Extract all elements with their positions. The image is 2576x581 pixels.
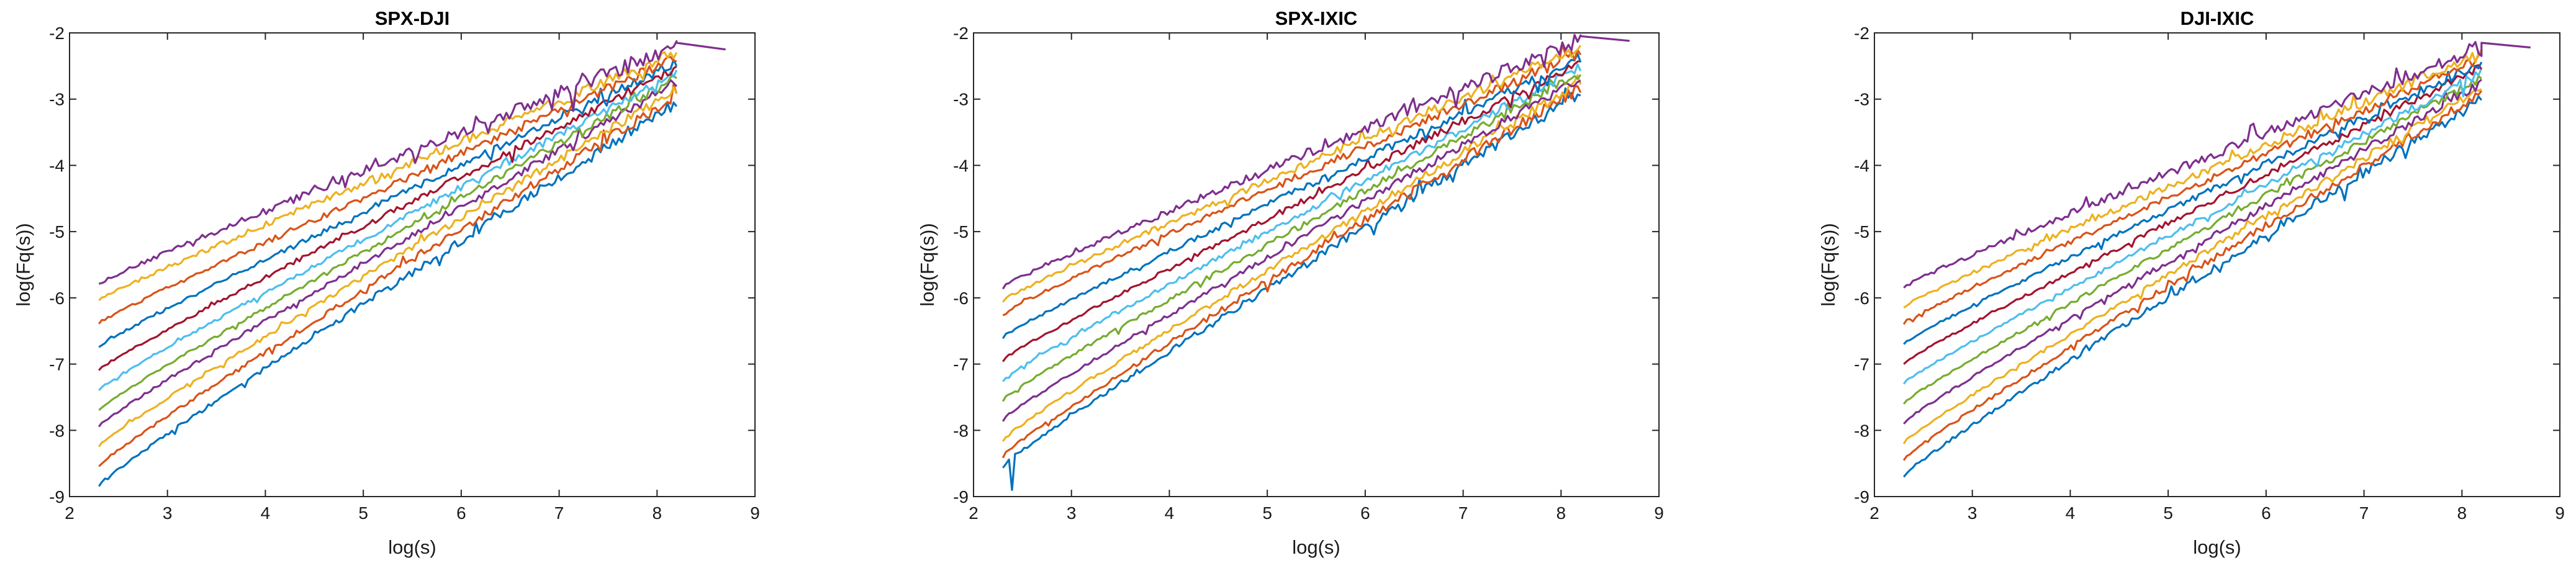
series-line-1	[97, 101, 678, 487]
series-line-10	[1903, 49, 2483, 309]
chart-title: DJI-IXIC	[2181, 7, 2254, 29]
y-tick-label: -9	[1854, 487, 1869, 507]
x-tick-label: 4	[2066, 503, 2076, 523]
y-tick-label: -7	[49, 355, 65, 374]
chart-panel-1: SPX-DJI 2 3 4 5 6 7 8 9 -9 -8 -7 -6 -5 -4 -3 -2 log(s) log…	[12, 7, 760, 558]
y-tick-label: -9	[953, 487, 969, 507]
x-tick-label: 3	[1067, 503, 1077, 523]
y-tick-label: -8	[49, 421, 65, 440]
chart-title: SPX-DJI	[375, 7, 450, 29]
series-line-7	[1903, 64, 2483, 365]
y-tick-label: -4	[953, 156, 969, 175]
x-tick-label: 2	[1869, 503, 1879, 523]
chart-panel-2: SPX-IXIC 2 3 4 5 6 7 8 9 -9 -8 -7 -6 -5 -4 -3 -2 log(s) lo…	[916, 7, 1664, 558]
series-line-1	[1903, 95, 2483, 478]
series-line-8	[1001, 53, 1582, 340]
x-axis-label: log(s)	[2193, 536, 2241, 558]
series-line-2	[1902, 90, 2483, 461]
series-line-2	[98, 83, 678, 467]
chart-title: SPX-IXIC	[1275, 7, 1358, 29]
x-tick-label: 4	[1165, 503, 1175, 523]
series-line-6	[1002, 63, 1582, 382]
y-tick-label: -3	[953, 90, 969, 109]
y-axis-label: log(Fq(s))	[916, 223, 938, 306]
y-tick-label: -6	[953, 289, 969, 308]
x-tick-label: 7	[554, 503, 564, 523]
y-tick-label: -3	[1854, 90, 1869, 109]
x-tick-label: 3	[163, 503, 173, 523]
y-axis-label: log(Fq(s))	[12, 223, 34, 306]
series-line-10	[98, 51, 678, 302]
x-tick-label: 7	[1458, 503, 1468, 523]
series-line-9	[98, 56, 677, 325]
x-tick-label: 6	[456, 503, 466, 523]
y-tick-label: -2	[1854, 24, 1869, 43]
x-tick-label: 9	[2555, 503, 2565, 523]
series-line-5	[1001, 74, 1582, 402]
y-tick-label: -8	[953, 421, 969, 440]
x-tick-label: 9	[750, 503, 760, 523]
series-line-8	[98, 58, 678, 348]
series-line-1	[1002, 87, 1581, 491]
series-line-11	[1001, 34, 1630, 290]
y-tick-label: -5	[49, 222, 65, 241]
y-tick-label: -4	[49, 156, 65, 175]
x-axis-label: log(s)	[388, 536, 436, 558]
y-tick-label: -4	[1854, 156, 1869, 175]
series-line-10	[1002, 45, 1582, 303]
y-tick-label: -5	[953, 222, 969, 241]
x-tick-label: 8	[2457, 503, 2467, 523]
x-tick-label: 9	[1654, 503, 1664, 523]
y-tick-label: -3	[49, 90, 65, 109]
y-tick-label: -7	[953, 355, 969, 374]
y-axis-label: log(Fq(s))	[1817, 223, 1839, 306]
y-tick-label: -2	[953, 24, 969, 43]
x-tick-label: 6	[1360, 503, 1370, 523]
series-line-11	[98, 40, 726, 285]
x-tick-label: 2	[969, 503, 978, 523]
series-line-4	[1001, 79, 1581, 422]
series-line-9	[1902, 52, 2482, 325]
series-line-4	[1903, 78, 2482, 425]
series-line-3	[1902, 88, 2482, 444]
y-tick-label: -9	[49, 487, 65, 507]
series-line-6	[1903, 68, 2483, 385]
y-tick-label: -8	[1854, 421, 1869, 440]
series-line-7	[1002, 60, 1581, 363]
plot-area	[973, 32, 1660, 497]
series-line-7	[98, 65, 677, 371]
y-tick-label: -6	[49, 289, 65, 308]
x-tick-label: 5	[1262, 503, 1272, 523]
x-tick-label: 8	[1556, 503, 1566, 523]
series-line-6	[98, 70, 678, 391]
series-line-11	[1903, 41, 2531, 289]
plot-area	[69, 32, 756, 497]
x-tick-label: 3	[1968, 503, 1977, 523]
chart-panel-3: DJI-IXIC 2 3 4 5 6 7 8 9 -9 -8 -7 -6 -5 -4 -3 -2 log(s) lo…	[1817, 7, 2565, 558]
x-tick-label: 6	[2261, 503, 2271, 523]
x-tick-label: 5	[2163, 503, 2173, 523]
x-tick-label: 5	[358, 503, 368, 523]
x-tick-label: 2	[65, 503, 75, 523]
series-line-3	[1002, 74, 1582, 442]
series-line-5	[98, 74, 677, 411]
y-tick-label: -6	[1854, 289, 1869, 308]
plot-area	[1874, 32, 2560, 497]
y-tick-label: -5	[1854, 222, 1869, 241]
x-tick-label: 7	[2359, 503, 2369, 523]
series-line-5	[1903, 74, 2482, 405]
x-tick-label: 4	[261, 503, 271, 523]
x-axis-label: log(s)	[1292, 536, 1340, 558]
series-line-2	[1001, 85, 1582, 459]
y-tick-label: -2	[49, 24, 65, 43]
series-line-9	[1002, 43, 1582, 317]
y-tick-label: -7	[1854, 355, 1869, 374]
x-tick-label: 8	[652, 503, 662, 523]
series-line-3	[98, 86, 678, 448]
